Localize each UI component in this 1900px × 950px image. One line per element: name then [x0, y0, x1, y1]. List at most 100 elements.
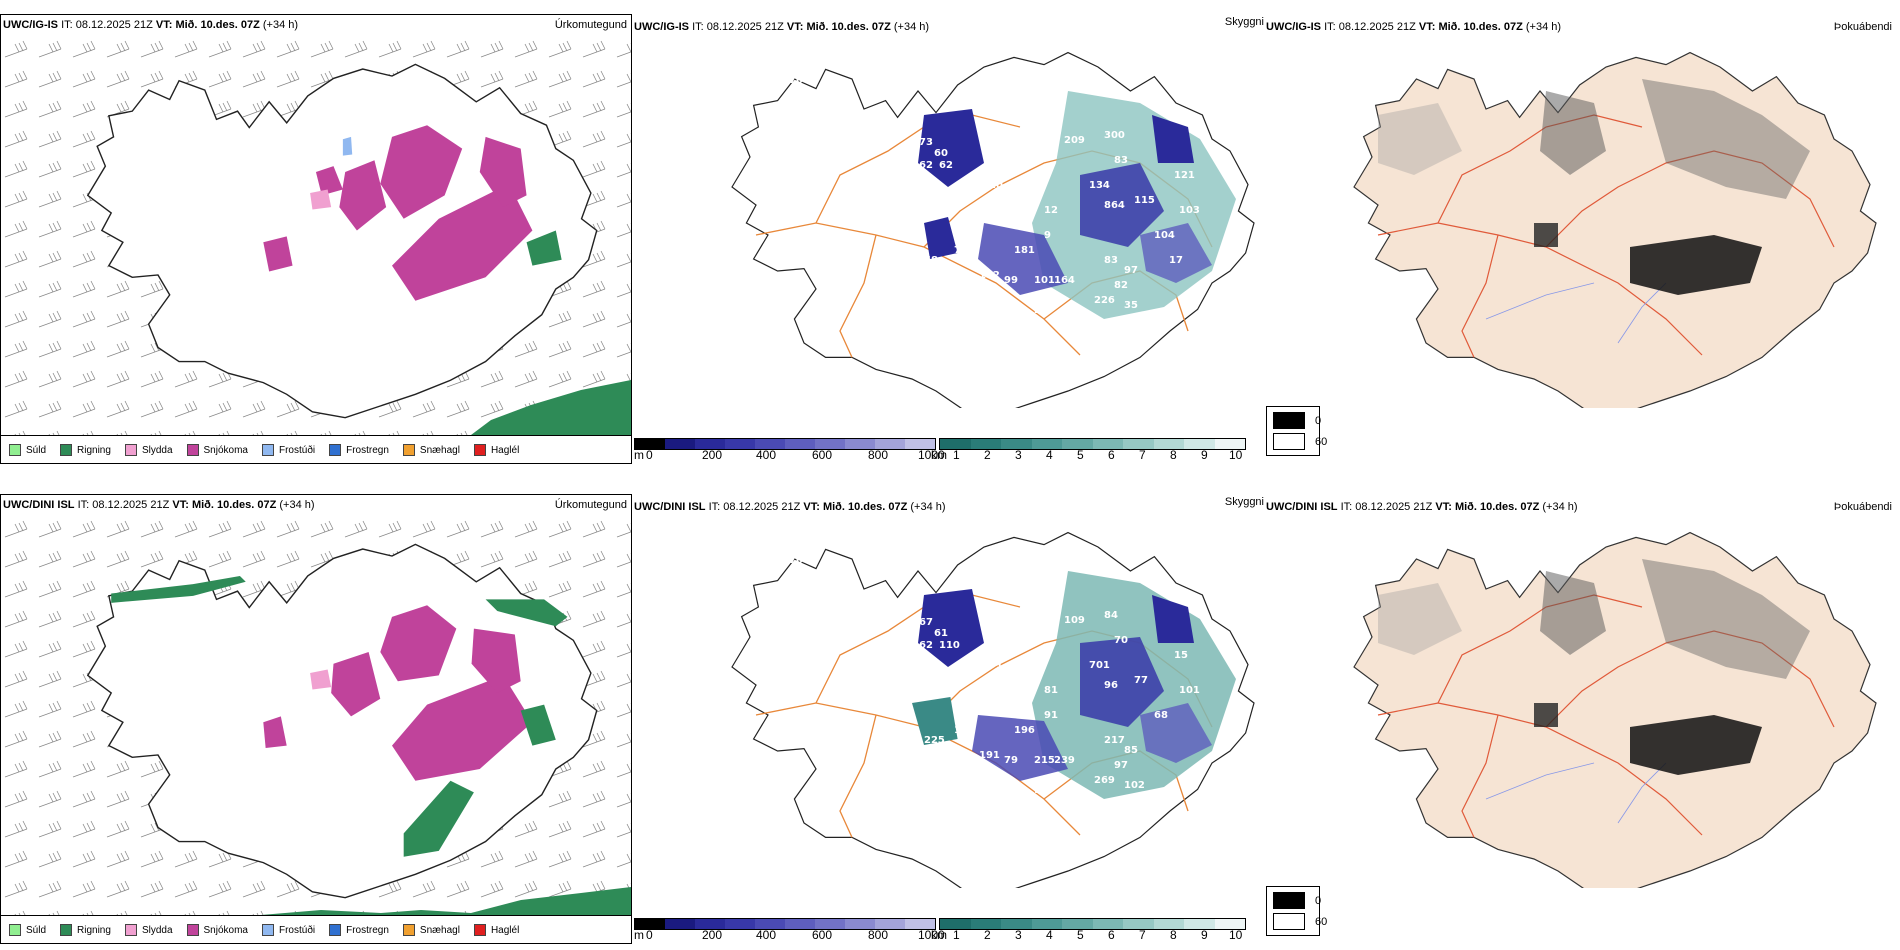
panel-variable-label: Þokuábendi: [1833, 501, 1892, 513]
tick-label: 4: [1046, 928, 1053, 942]
colorbar-segment: [1153, 439, 1184, 449]
cloud-base-label: 84: [1104, 610, 1118, 621]
cloud-base-label: 53: [979, 130, 993, 141]
cloud-base-label: 91: [1034, 785, 1048, 796]
tick-label: 5: [1077, 928, 1084, 942]
cloud-base-label: 83: [1104, 255, 1118, 266]
cloud-base-label: 68: [924, 255, 938, 266]
cloud-base-label: 61: [934, 628, 948, 639]
cloud-base-label: 77: [1134, 675, 1148, 686]
legend-swatch: [60, 924, 73, 936]
vt-label: VT:: [786, 21, 804, 33]
fog-legend-item: 60: [1273, 913, 1327, 930]
cloud-base-label: 131: [954, 725, 975, 736]
panel-header: UWC/IG-IS IT: 08.12.2025 21Z VT: Mið. 10…: [3, 19, 298, 32]
fog-label: 60: [1315, 435, 1328, 448]
tick-label: 4: [1046, 448, 1053, 462]
fog-legend: 0 60: [1266, 886, 1327, 936]
colorbar-gradient: [939, 918, 1246, 930]
fog-legend: 0 60: [1266, 406, 1327, 456]
cloud-base-label: 96: [1104, 680, 1118, 691]
precip-panel-bottom: UWC/DINI ISL IT: 08.12.2025 21Z VT: Mið.…: [0, 494, 632, 944]
cloud-base-label: 164: [1054, 275, 1075, 286]
tick-label: 200: [702, 448, 723, 462]
legend-item: Súld: [9, 924, 46, 936]
colorbar-segment: [845, 919, 875, 929]
fog-label: 0: [1315, 894, 1322, 907]
cloud-base-label: 109: [1064, 615, 1085, 626]
cloud-base-label: 35: [1124, 300, 1138, 311]
cloud-base-label: 70: [789, 75, 803, 86]
tick-label: 1000: [918, 928, 945, 942]
tick-label: 3: [1015, 448, 1022, 462]
fog-swatch: [1273, 412, 1305, 429]
cloud-base-label: 215: [1034, 755, 1055, 766]
snow-areas: [263, 605, 533, 781]
tick-label: 1: [953, 448, 960, 462]
model-name: UWC/IG-IS: [3, 19, 58, 31]
cloud-base-label: 127: [919, 670, 940, 681]
panel-header: UWC/IG-IS IT: 08.12.2025 21Z VT: Mið. 10…: [634, 21, 929, 34]
model-name: UWC/DINI ISL: [1266, 501, 1338, 513]
colorbar-segment: [755, 919, 785, 929]
colorbar-segment: [970, 919, 1001, 929]
panel-header: UWC/DINI ISL IT: 08.12.2025 21Z VT: Mið.…: [634, 501, 946, 514]
colorbar-unit: km: [931, 928, 947, 942]
visibility-areas: [912, 571, 1236, 799]
colorbar-segment: [875, 439, 905, 449]
fog-panel-top: UWC/IG-IS IT: 08.12.2025 21Z VT: Mið. 10…: [1266, 14, 1900, 464]
legend-label: Rigning: [77, 924, 111, 936]
colorbar-segment: [905, 439, 935, 449]
lead-time: (+34 h): [262, 19, 299, 31]
tick-label: 400: [756, 448, 777, 462]
legend-swatch: [473, 444, 486, 456]
visibility-colorbar: km 1 2 3 4 5 6 7 8 9 10: [931, 918, 1249, 944]
fog-map: [1353, 531, 1877, 888]
it-value: 08.12.2025 21Z: [706, 21, 784, 33]
tick-label: 2: [984, 448, 991, 462]
vt-value: Mið. 10.des. 07Z: [822, 501, 908, 513]
colorbar-segment: [940, 439, 971, 449]
colorbar-segment: [695, 439, 725, 449]
vt-value: Mið. 10.des. 07Z: [806, 21, 891, 33]
cloud-base-label: 217: [1104, 735, 1125, 746]
legend-item: Slydda: [124, 924, 173, 936]
it-label: IT:: [1340, 501, 1353, 513]
cloud-base-label: 67: [919, 617, 933, 628]
cloud-base-label: 83: [1114, 155, 1128, 166]
legend-label: Frostregn: [346, 444, 389, 456]
legend-swatch: [124, 444, 137, 456]
colorbar-segment: [1184, 439, 1215, 449]
tick-label: 10: [1229, 928, 1243, 942]
colorbar-segment: [1123, 439, 1154, 449]
legend-swatch: [9, 924, 21, 936]
tick-label: 0: [646, 928, 653, 942]
legend-label: Snjókoma: [203, 444, 248, 456]
rain-areas: [111, 575, 568, 857]
cloud-base-label: 81: [1044, 685, 1058, 696]
colorbar-segment: [875, 919, 905, 929]
legend-label: Haglél: [490, 924, 520, 936]
tick-label: 1000: [918, 448, 945, 462]
cloud-base-label: 97: [1124, 265, 1138, 276]
colorbar-segment: [725, 439, 755, 449]
legend-swatch: [261, 444, 274, 456]
legend-label: Snæhagl: [419, 924, 460, 936]
model-name: UWC/IG-IS: [1266, 21, 1321, 33]
fog-panel-bottom: UWC/DINI ISL IT: 08.12.2025 21Z VT: Mið.…: [1266, 494, 1900, 944]
cloud-base-label: 239: [1054, 755, 1075, 766]
tick-label: 9: [1201, 448, 1208, 462]
colorbar-segment: [1214, 919, 1245, 929]
fog-swatch: [1273, 913, 1305, 930]
colorbar-segment: [785, 919, 815, 929]
colorbar-gradient: [634, 918, 936, 930]
tick-label: 5: [1077, 448, 1084, 462]
cloud-base-label: 102: [1124, 780, 1145, 791]
legend-item: Frostúði: [261, 924, 315, 936]
precip-map: [1, 515, 631, 915]
tick-label: 800: [868, 448, 889, 462]
tick-label: 3: [1015, 928, 1022, 942]
vt-value: Mið. 10.des. 07Z: [1454, 501, 1540, 513]
it-label: IT:: [1324, 21, 1336, 33]
